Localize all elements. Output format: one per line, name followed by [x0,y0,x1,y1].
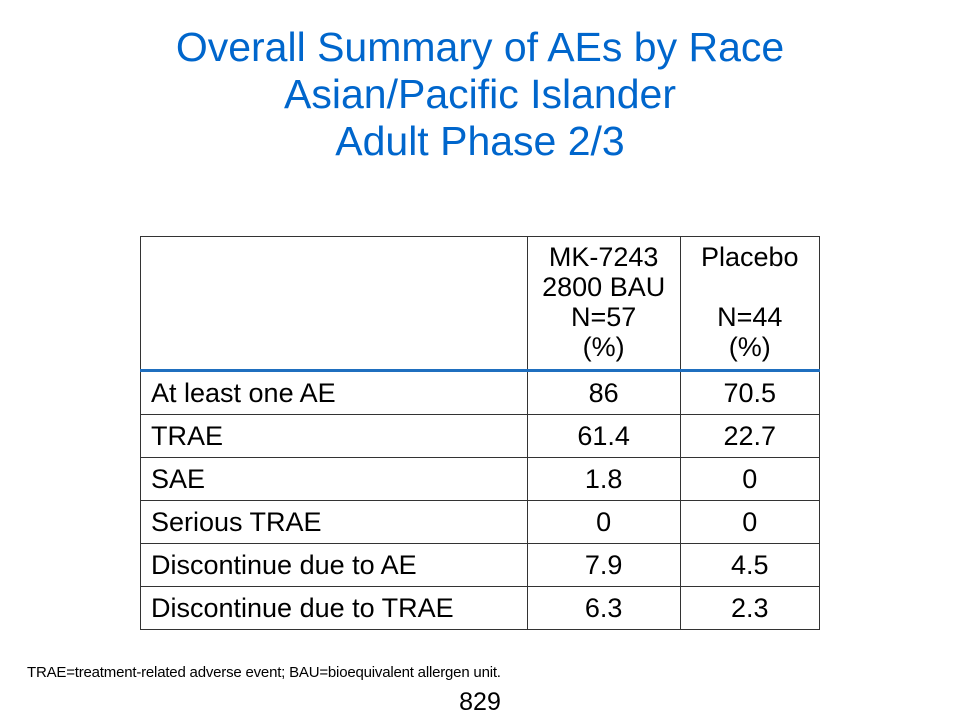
header-mk7243-line-2: 2800 BAU [542,272,666,302]
header-mk7243-line-3: N=57 [571,302,637,332]
slide-title: Overall Summary of AEs by Race Asian/Pac… [0,24,960,165]
row-placebo-value: 4.5 [679,543,821,587]
row-placebo-value: 0 [679,500,821,544]
header-placebo-line-2 [681,272,819,302]
row-label: SAE [140,457,528,501]
row-label: Discontinue due to TRAE [140,586,528,630]
table-header-row: MK-7243 2800 BAU N=57 (%) Placebo N=44 (… [140,236,821,372]
row-mk7243-value: 6.3 [526,586,681,630]
table-row: Discontinue due to TRAE 6.3 2.3 [140,586,821,630]
header-placebo: Placebo N=44 (%) [679,236,821,372]
row-mk7243-value: 7.9 [526,543,681,587]
table-row: At least one AE 86 70.5 [140,370,821,415]
header-mk7243-line-1: MK-7243 [548,242,659,272]
header-mk7243-line-4: (%) [582,332,625,362]
table-row: Discontinue due to AE 7.9 4.5 [140,543,821,587]
header-placebo-line-4: (%) [728,332,771,362]
row-label: Serious TRAE [140,500,528,544]
row-mk7243-value: 86 [526,370,681,415]
row-label: At least one AE [140,370,528,415]
title-line-3: Adult Phase 2/3 [335,118,625,164]
row-label: TRAE [140,414,528,458]
header-mk7243: MK-7243 2800 BAU N=57 (%) [526,236,681,372]
row-mk7243-value: 0 [526,500,681,544]
table-row: Serious TRAE 0 0 [140,500,821,544]
header-corner-cell [140,236,528,372]
row-placebo-value: 0 [679,457,821,501]
row-placebo-value: 70.5 [679,370,821,415]
row-placebo-value: 22.7 [679,414,821,458]
row-mk7243-value: 61.4 [526,414,681,458]
row-placebo-value: 2.3 [679,586,821,630]
row-label: Discontinue due to AE [140,543,528,587]
header-placebo-line-1: Placebo [700,242,799,272]
table-row: TRAE 61.4 22.7 [140,414,821,458]
footnote: TRAE=treatment-related adverse event; BA… [27,664,501,681]
title-line-2: Asian/Pacific Islander [284,71,676,117]
row-mk7243-value: 1.8 [526,457,681,501]
page-number: 829 [459,688,501,716]
title-line-1: Overall Summary of AEs by Race [175,24,785,70]
table-row: SAE 1.8 0 [140,457,821,501]
ae-summary-table: MK-7243 2800 BAU N=57 (%) Placebo N=44 (… [140,236,821,630]
header-placebo-line-3: N=44 [717,302,783,332]
